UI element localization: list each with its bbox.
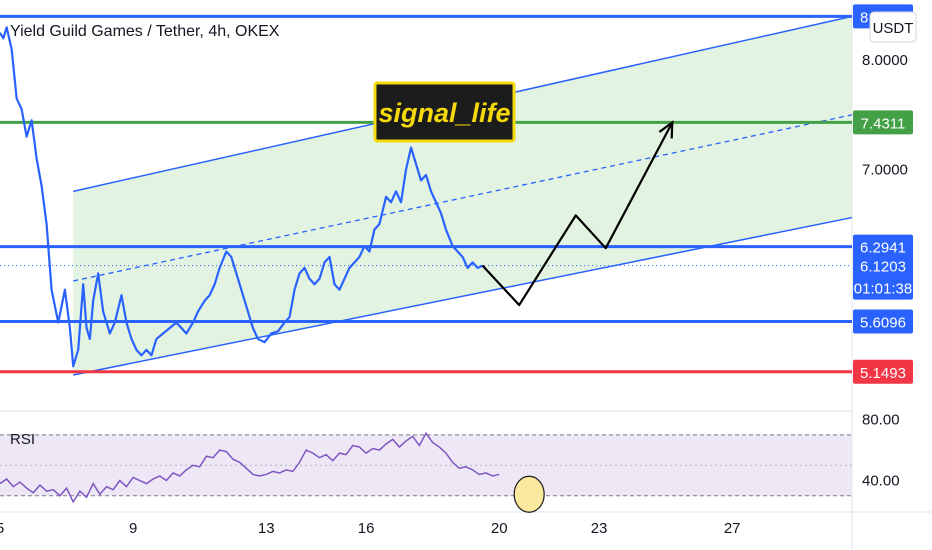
price-tag-1-bg (853, 110, 913, 135)
projection-line (481, 121, 674, 307)
price-tag-3-bg (853, 309, 913, 334)
x-tick-label-4: 20 (491, 520, 508, 537)
price-tag-4-bg (853, 359, 913, 384)
last-price-tag-bg (853, 253, 913, 300)
y-tick-label-1: 7.0000 (862, 161, 908, 178)
channel-middle-line (73, 114, 853, 282)
x-tick-label-1: 9 (129, 520, 137, 537)
price-line (0, 26, 484, 368)
currency-button-label: USDT (873, 20, 914, 37)
rsi-line (0, 431, 500, 504)
watermark-box: signal_life (373, 81, 516, 143)
channel-fill (73, 16, 852, 376)
rsi-tick-label-0: 80.00 (862, 412, 900, 429)
watermark-text: signal_life (378, 98, 510, 128)
x-tick-label-2: 13 (258, 520, 275, 537)
chart-title: Yield Guild Games / Tether, 4h, OKEX (10, 23, 280, 40)
x-tick-label-0: 5 (0, 520, 4, 537)
rsi-pane: RSI (0, 431, 852, 513)
rsi-label: RSI (10, 431, 35, 448)
x-tick-label-5: 23 (591, 520, 608, 537)
channel-lower-line (73, 216, 853, 376)
currency-button[interactable]: USDT (869, 11, 917, 43)
price-tag-1-label: 7.4311 (861, 115, 906, 132)
price-tag-4-label: 5.1493 (860, 365, 906, 382)
projection-path (481, 120, 674, 307)
last-price-tag-countdown: 01:01:38 (854, 281, 912, 298)
rsi-highlight-circle (513, 475, 545, 513)
x-tick-label-3: 16 (358, 520, 375, 537)
last-price-tag-label: 6.1203 (860, 259, 906, 276)
price-tag-3-label: 5.6096 (860, 314, 906, 331)
y-tick-label-0: 8.0000 (862, 52, 908, 69)
price-tag-2-label: 6.2941 (860, 240, 906, 257)
projection-arrow-head (658, 120, 674, 139)
x-tick-label-6: 27 (724, 520, 741, 537)
price-series-0 (0, 26, 484, 368)
rsi-tick-label-1: 40.00 (862, 473, 900, 490)
price-tag-2-bg (853, 234, 913, 259)
